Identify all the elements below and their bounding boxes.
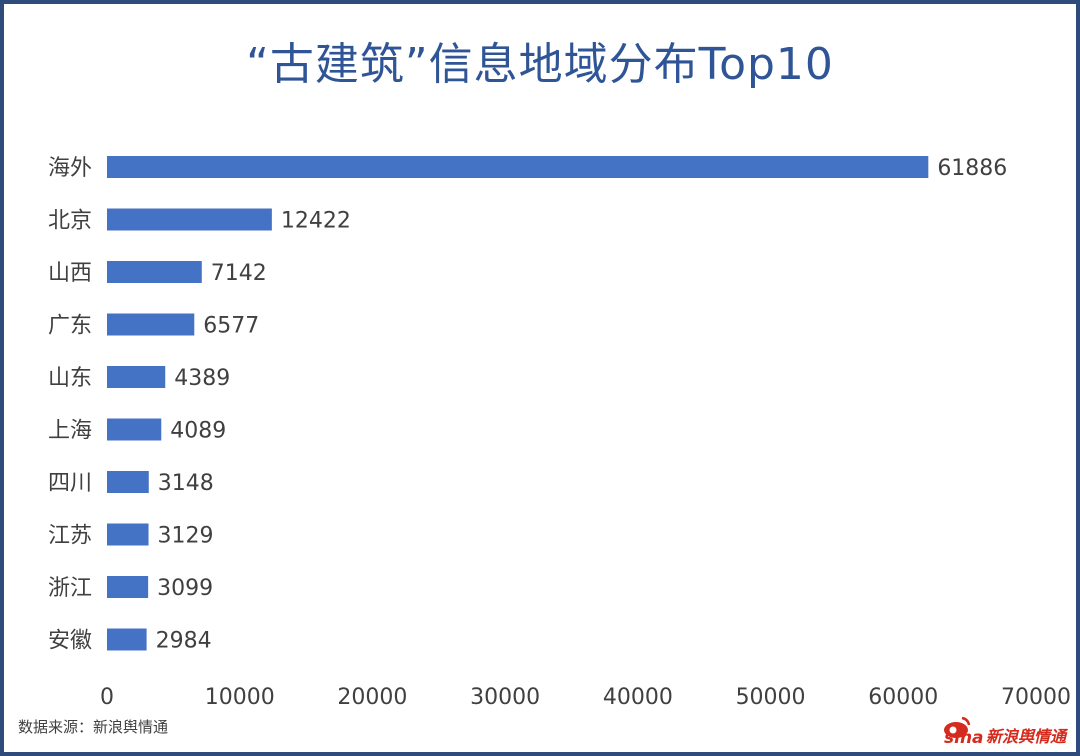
category-label: 上海: [48, 419, 92, 444]
category-label: 四川: [48, 471, 92, 496]
data-label: 61886: [937, 156, 1007, 181]
x-tick-label: 30000: [470, 685, 540, 710]
data-label: 7142: [211, 261, 267, 286]
sina-eye-icon: [944, 716, 971, 738]
x-tick-label: 10000: [205, 685, 275, 710]
x-tick-label: 40000: [603, 685, 673, 710]
bar: [107, 313, 195, 336]
data-source: 数据来源：新浪舆情通: [18, 718, 169, 736]
x-tick-label: 0: [100, 685, 114, 710]
category-label: 北京: [48, 209, 92, 234]
chart-title: “古建筑”信息地域分布Top10: [246, 39, 834, 90]
x-tick-label: 70000: [1001, 685, 1071, 710]
data-label: 3129: [158, 524, 214, 549]
category-label: 山西: [48, 261, 92, 286]
logo-text: 新浪舆情通: [986, 727, 1069, 746]
bar: [107, 208, 272, 231]
category-label: 山东: [48, 366, 92, 391]
bar: [107, 366, 166, 388]
sina-logo: sina 新浪舆情通: [944, 716, 1069, 746]
bar: [107, 418, 162, 441]
bar: [107, 628, 147, 651]
data-label: 2984: [156, 629, 212, 654]
bar: [107, 156, 929, 178]
bar: [107, 471, 149, 493]
category-label: 海外: [48, 156, 92, 181]
bar: [107, 523, 149, 546]
category-label: 安徽: [48, 629, 92, 654]
data-label: 3099: [157, 576, 213, 601]
x-tick-label: 20000: [337, 685, 407, 710]
category-label: 浙江: [48, 576, 92, 601]
category-label: 广东: [48, 314, 92, 339]
data-label: 3148: [158, 471, 214, 496]
data-label: 4089: [170, 419, 226, 444]
x-tick-label: 60000: [868, 685, 938, 710]
data-label: 12422: [281, 209, 351, 234]
category-label: 江苏: [48, 524, 92, 549]
bar: [107, 576, 149, 598]
bar: [107, 261, 202, 283]
data-label: 4389: [174, 366, 230, 391]
logo-mark: sina: [944, 728, 984, 746]
x-tick-label: 50000: [736, 685, 806, 710]
data-label: 6577: [203, 314, 259, 339]
